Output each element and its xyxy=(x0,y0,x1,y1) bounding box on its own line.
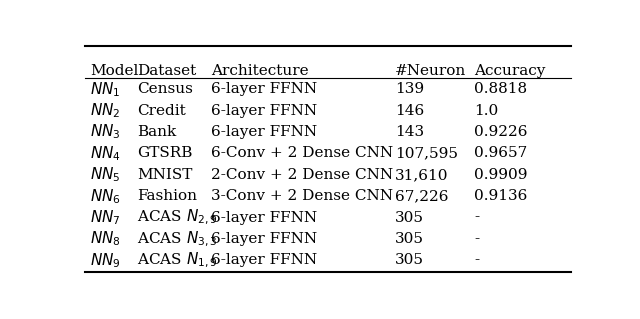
Text: 6-layer FFNN: 6-layer FFNN xyxy=(211,232,317,246)
Text: -: - xyxy=(474,253,479,267)
Text: $\mathit{NN}_2$: $\mathit{NN}_2$ xyxy=(90,101,120,120)
Text: 2-Conv + 2 Dense CNN: 2-Conv + 2 Dense CNN xyxy=(211,168,394,182)
Text: 3-Conv + 2 Dense CNN: 3-Conv + 2 Dense CNN xyxy=(211,189,394,203)
Text: 0.9657: 0.9657 xyxy=(474,146,527,160)
Text: Bank: Bank xyxy=(137,125,176,139)
Text: Model: Model xyxy=(90,64,138,78)
Text: $\mathit{NN}_1$: $\mathit{NN}_1$ xyxy=(90,80,120,99)
Text: $\mathit{NN}_4$: $\mathit{NN}_4$ xyxy=(90,144,121,163)
Text: 1.0: 1.0 xyxy=(474,104,499,118)
Text: -: - xyxy=(474,232,479,246)
Text: $\mathit{NN}_9$: $\mathit{NN}_9$ xyxy=(90,251,121,270)
Text: ACAS $N_{3,3}$: ACAS $N_{3,3}$ xyxy=(137,229,218,249)
Text: 6-layer FFNN: 6-layer FFNN xyxy=(211,104,317,118)
Text: $\mathit{NN}_5$: $\mathit{NN}_5$ xyxy=(90,166,120,184)
Text: 6-layer FFNN: 6-layer FFNN xyxy=(211,125,317,139)
Text: 31,610: 31,610 xyxy=(395,168,449,182)
Text: 6-layer FFNN: 6-layer FFNN xyxy=(211,82,317,96)
Text: 143: 143 xyxy=(395,125,424,139)
Text: GTSRB: GTSRB xyxy=(137,146,193,160)
Text: Dataset: Dataset xyxy=(137,64,196,78)
Text: 0.9909: 0.9909 xyxy=(474,168,528,182)
Text: $\mathit{NN}_7$: $\mathit{NN}_7$ xyxy=(90,208,120,227)
Text: -: - xyxy=(474,211,479,225)
Text: MNIST: MNIST xyxy=(137,168,193,182)
Text: 139: 139 xyxy=(395,82,424,96)
Text: $\mathit{NN}_8$: $\mathit{NN}_8$ xyxy=(90,230,121,248)
Text: Fashion: Fashion xyxy=(137,189,197,203)
Text: 107,595: 107,595 xyxy=(395,146,458,160)
Text: 6-layer FFNN: 6-layer FFNN xyxy=(211,253,317,267)
Text: 146: 146 xyxy=(395,104,424,118)
Text: Architecture: Architecture xyxy=(211,64,309,78)
Text: 305: 305 xyxy=(395,232,424,246)
Text: #Neuron: #Neuron xyxy=(395,64,466,78)
Text: $\mathit{NN}_6$: $\mathit{NN}_6$ xyxy=(90,187,121,205)
Text: 0.8818: 0.8818 xyxy=(474,82,527,96)
Text: ACAS $N_{1,9}$: ACAS $N_{1,9}$ xyxy=(137,251,218,270)
Text: 6-layer FFNN: 6-layer FFNN xyxy=(211,211,317,225)
Text: 305: 305 xyxy=(395,253,424,267)
Text: Census: Census xyxy=(137,82,193,96)
Text: 67,226: 67,226 xyxy=(395,189,449,203)
Text: 6-Conv + 2 Dense CNN: 6-Conv + 2 Dense CNN xyxy=(211,146,394,160)
Text: 305: 305 xyxy=(395,211,424,225)
Text: Credit: Credit xyxy=(137,104,186,118)
Text: ACAS $N_{2,9}$: ACAS $N_{2,9}$ xyxy=(137,208,218,227)
Text: 0.9226: 0.9226 xyxy=(474,125,528,139)
Text: $\mathit{NN}_3$: $\mathit{NN}_3$ xyxy=(90,123,120,141)
Text: 0.9136: 0.9136 xyxy=(474,189,528,203)
Text: Accuracy: Accuracy xyxy=(474,64,546,78)
